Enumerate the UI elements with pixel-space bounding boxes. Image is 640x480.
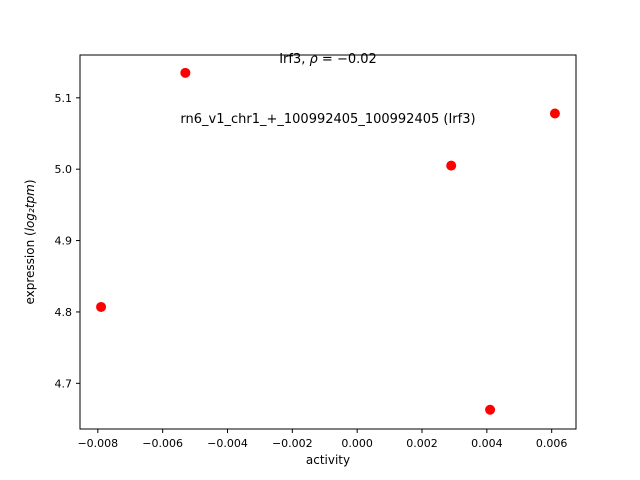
title-gene-label: Irf3, (279, 52, 310, 67)
title-rho-symbol: ρ (309, 52, 318, 67)
y-axis-label-text: expression ( (23, 231, 37, 305)
x-tick-label: 0.000 (341, 437, 373, 450)
y-tick-label: 4.8 (55, 306, 73, 319)
x-tick-label: 0.002 (406, 437, 438, 450)
chart-title-line1: Irf3, ρ = −0.02 (80, 50, 576, 70)
title-rho-value: = −0.02 (317, 52, 377, 67)
data-point (96, 301, 107, 312)
x-tick-label: −0.006 (142, 437, 183, 450)
y-axis-label-suffix: ) (23, 179, 37, 185)
x-axis-label: activity (305, 453, 351, 467)
axes-frame (79, 54, 577, 430)
x-tick-label: 0.004 (471, 437, 503, 450)
y-tick-label: 5.1 (55, 92, 73, 105)
x-tick-label: −0.002 (272, 437, 313, 450)
chart-title: Irf3, ρ = −0.02 rn6_v1_chr1_+_100992405_… (80, 10, 576, 170)
y-tick-label: 5.0 (55, 163, 73, 176)
x-tick-label: −0.008 (77, 437, 118, 450)
chart-title-line2: rn6_v1_chr1_+_100992405_100992405 (Irf3) (180, 112, 476, 127)
y-tick-label: 4.7 (55, 377, 73, 390)
data-point (549, 108, 560, 119)
data-point (180, 67, 191, 78)
y-axis-label: expression (log₂tpm) (23, 179, 37, 304)
x-tick-label: 0.006 (536, 437, 568, 450)
data-point (485, 404, 496, 415)
x-tick-label: −0.004 (207, 437, 248, 450)
y-tick-label: 4.9 (55, 235, 73, 248)
y-axis-label-math: log₂tpm (23, 184, 37, 232)
data-point (446, 160, 457, 171)
